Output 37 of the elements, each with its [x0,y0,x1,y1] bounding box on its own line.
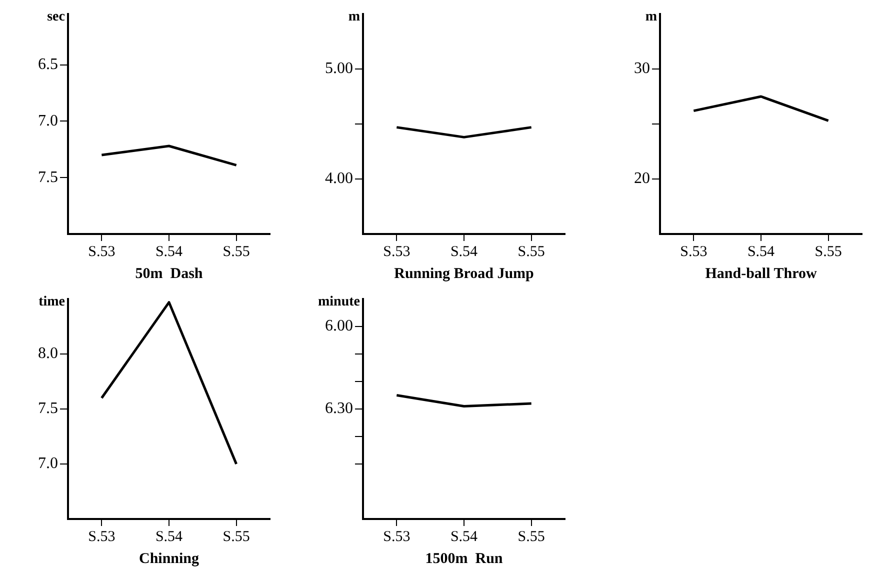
y-tick-label: 7.5 [38,400,58,418]
y-tick-label: 7.0 [38,455,58,472]
x-tick-label: S.55 [222,244,250,260]
x-axis-title: 50m Dash [135,266,204,282]
x-tick-label: S.54 [747,244,776,260]
x-tick-label: S.53 [383,528,410,545]
y-tick-label: 7.0 [38,112,58,130]
x-tick-label: S.55 [518,244,545,260]
x-tick-label: S.53 [680,244,708,260]
x-tick-label: S.55 [814,244,842,260]
y-tick-label: 30 [634,60,650,78]
y-axis-title: m [645,10,658,25]
y-tick-label: 6.30 [325,400,353,418]
y-axis-title: m [348,10,360,25]
x-tick-label: S.53 [88,244,116,260]
x-tick-label: S.55 [518,528,545,545]
y-tick-label: 7.5 [38,168,58,186]
x-tick-label: S.55 [222,528,250,545]
y-tick-label: 8.0 [38,345,58,362]
x-axis-title: Running Broad Jump [394,266,534,282]
y-tick-label: 6.5 [38,56,58,73]
x-axis-title: Chinning [138,550,200,567]
x-axis-title: Hand-ball Throw [705,266,817,282]
x-axis-title: 1500m Run [425,550,504,567]
y-tick-label: 4.00 [325,170,353,188]
x-tick-label: S.54 [450,244,478,260]
x-tick-label: S.53 [383,244,410,260]
y-axis-title: sec [47,10,65,25]
x-tick-label: S.53 [88,528,116,545]
x-tick-label: S.54 [155,528,184,545]
y-axis-title: minute [318,294,360,310]
x-tick-label: S.54 [155,244,184,260]
y-tick-label: 20 [634,170,650,188]
y-axis-title: time [38,294,65,310]
y-tick-label: 5.00 [325,60,353,78]
x-tick-label: S.54 [450,528,478,545]
y-tick-label: 6.00 [325,318,353,335]
